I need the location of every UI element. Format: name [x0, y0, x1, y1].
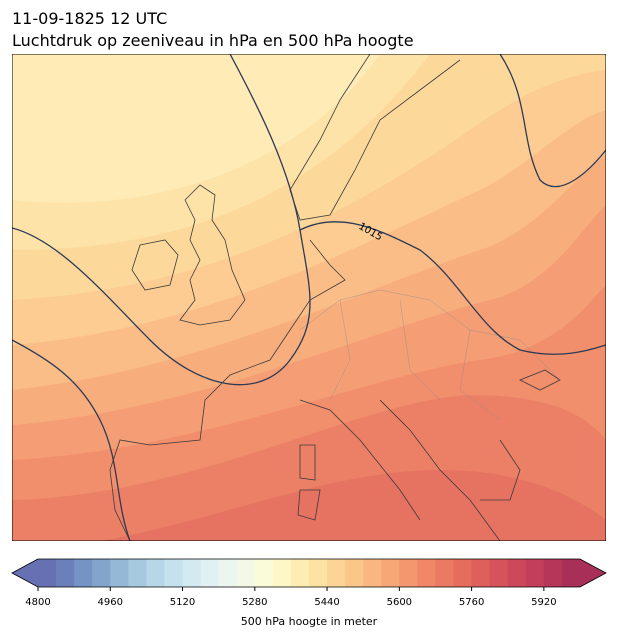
colorbar-segment: [435, 559, 455, 587]
colorbar-segment: [327, 559, 346, 587]
colorbar-tick-label: 4960: [98, 597, 123, 608]
colorbar-segment: [38, 559, 57, 587]
colorbar-segment: [146, 559, 165, 587]
colorbar-extend-low: [12, 559, 38, 587]
colorbar-segment: [381, 559, 400, 587]
colorbar-segment: [399, 559, 418, 587]
colorbar-extend-high: [580, 559, 606, 587]
colorbar-segment: [345, 559, 364, 587]
colorbar-segment: [236, 559, 256, 587]
colorbar-segment: [74, 559, 93, 587]
colorbar: 4800 4960 5120 5280 5440 5600 5760 5920: [11, 558, 607, 608]
colorbar-segment: [272, 559, 292, 587]
colorbar-tick-label: 5280: [242, 597, 267, 608]
colorbar-segment: [471, 559, 491, 587]
colorbar-tick-label: 4800: [25, 597, 50, 608]
colorbar-segment: [218, 559, 238, 587]
colorbar-segment: [525, 559, 545, 587]
colorbar-segment: [453, 559, 473, 587]
colorbar-segment: [561, 559, 581, 587]
colorbar-segment: [543, 559, 563, 587]
colorbar-segment: [182, 559, 202, 587]
colorbar-segment: [56, 559, 75, 587]
colorbar-label: 500 hPa hoogte in meter: [241, 615, 378, 628]
colorbar-tick-label: 5760: [459, 597, 484, 608]
map: 1015: [12, 54, 606, 541]
colorbar-segment: [363, 559, 382, 587]
colorbar-segment: [200, 559, 220, 587]
colorbar-tick-label: 5440: [314, 597, 339, 608]
colorbar-outline: [11, 558, 607, 588]
colorbar-segment: [309, 559, 328, 587]
colorbar-segment: [507, 559, 527, 587]
colorbar-segment: [254, 559, 274, 587]
subtitle: Luchtdruk op zeeniveau in hPa en 500 hPa…: [12, 31, 414, 50]
colorbar-segment: [128, 559, 147, 587]
colorbar-tick-label: 5120: [170, 597, 195, 608]
colorbar-segment: [92, 559, 111, 587]
title: 11-09-1825 12 UTC: [12, 9, 167, 28]
colorbar-tick-label: 5920: [531, 597, 556, 608]
colorbar-segment: [417, 559, 436, 587]
colorbar-segment: [110, 559, 129, 587]
colorbar-tick-label: 5600: [387, 597, 412, 608]
colorbar-segment: [290, 559, 310, 587]
colorbar-segment: [489, 559, 509, 587]
colorbar-segment: [164, 559, 184, 587]
